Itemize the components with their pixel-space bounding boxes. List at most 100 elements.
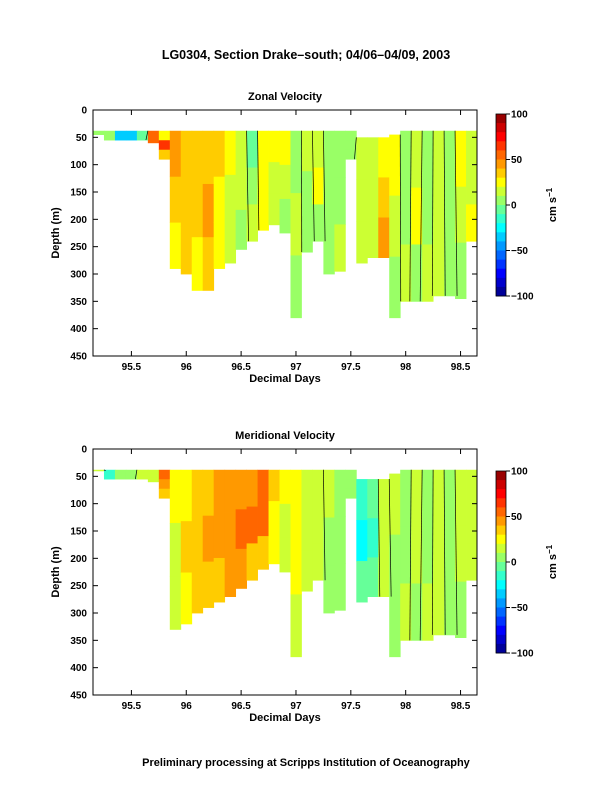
velocity-cell bbox=[433, 579, 445, 636]
colorbar-tick-label: −100 bbox=[511, 649, 534, 660]
data-field bbox=[93, 130, 478, 319]
colorbar-band bbox=[496, 250, 506, 260]
colorbar-band bbox=[496, 214, 506, 224]
velocity-cell bbox=[367, 177, 379, 218]
velocity-cell bbox=[345, 149, 357, 160]
velocity-cell bbox=[103, 472, 116, 477]
velocity-cell bbox=[169, 176, 182, 224]
panel-title: Zonal Velocity bbox=[248, 91, 323, 103]
velocity-cell bbox=[455, 581, 467, 638]
colorbar-band bbox=[496, 259, 506, 270]
panel-title: Meridional Velocity bbox=[235, 430, 336, 442]
velocity-cell bbox=[400, 469, 412, 528]
velocity-cell bbox=[345, 130, 357, 141]
y-tick-label: 150 bbox=[70, 527, 87, 538]
colorbar-band bbox=[496, 168, 506, 179]
velocity-cell bbox=[378, 177, 390, 218]
colorbar-band bbox=[496, 114, 506, 124]
colorbar-band bbox=[496, 616, 506, 627]
colorbar: 100 50 0 −50 −100 cm s−1 bbox=[495, 110, 559, 303]
velocity-cell bbox=[400, 244, 412, 302]
velocity-cell bbox=[312, 130, 324, 168]
velocity-cell bbox=[378, 479, 390, 519]
velocity-cell bbox=[213, 469, 226, 515]
velocity-cell bbox=[334, 177, 346, 225]
velocity-cell bbox=[345, 140, 357, 151]
velocity-cell bbox=[356, 221, 368, 264]
velocity-cell bbox=[356, 479, 368, 521]
velocity-cell bbox=[202, 515, 215, 563]
velocity-cell bbox=[257, 536, 269, 570]
velocity-cell bbox=[125, 133, 138, 138]
velocity-cell bbox=[389, 473, 401, 536]
colorbar-band bbox=[496, 241, 506, 251]
colorbar-band bbox=[496, 471, 506, 481]
velocity-cell bbox=[257, 130, 269, 165]
velocity-cell bbox=[312, 506, 324, 544]
x-tick-label: 97 bbox=[290, 701, 302, 712]
colorbar-band bbox=[496, 589, 506, 599]
contour-line bbox=[323, 469, 326, 581]
colorbar-tick-label: 100 bbox=[511, 110, 528, 121]
velocity-cell bbox=[290, 255, 302, 319]
velocity-cell bbox=[367, 557, 379, 597]
velocity-cell bbox=[389, 256, 401, 319]
velocity-cell bbox=[400, 583, 412, 641]
colorbar-band bbox=[496, 580, 506, 590]
velocity-cell bbox=[411, 469, 423, 528]
velocity-cell bbox=[422, 130, 434, 189]
colorbar-band bbox=[496, 607, 506, 617]
velocity-cell bbox=[103, 130, 116, 135]
y-tick-label: 250 bbox=[70, 581, 87, 592]
velocity-cell bbox=[279, 503, 291, 539]
velocity-cell bbox=[290, 130, 302, 194]
velocity-cell bbox=[103, 469, 116, 474]
colorbar-band bbox=[496, 625, 506, 636]
velocity-cell bbox=[389, 134, 401, 197]
velocity-cell bbox=[444, 130, 456, 187]
y-tick-label: 100 bbox=[70, 160, 87, 171]
colorbar-band bbox=[496, 195, 506, 206]
velocity-cell bbox=[279, 164, 291, 200]
velocity-cell bbox=[180, 226, 193, 275]
velocity-cell bbox=[136, 130, 149, 135]
velocity-cell bbox=[422, 526, 434, 584]
colorbar-band bbox=[496, 286, 506, 297]
contour-line bbox=[454, 469, 458, 635]
y-tick-label: 50 bbox=[76, 472, 88, 483]
velocity-cell bbox=[114, 136, 127, 141]
velocity-cell bbox=[433, 185, 445, 242]
velocity-cell bbox=[114, 472, 127, 477]
velocity-cell bbox=[345, 479, 357, 490]
contour-line bbox=[246, 130, 249, 242]
velocity-cell bbox=[301, 171, 313, 213]
velocity-cell bbox=[224, 554, 237, 597]
velocity-cell bbox=[268, 469, 280, 502]
velocity-cell bbox=[389, 195, 401, 258]
plot-frame bbox=[92, 109, 478, 357]
x-tick-label: 98 bbox=[400, 362, 412, 373]
contour-line bbox=[388, 479, 392, 597]
velocity-cell bbox=[268, 130, 280, 163]
velocity-cell bbox=[312, 204, 324, 242]
velocity-cell bbox=[466, 543, 478, 581]
colorbar-band bbox=[496, 186, 506, 197]
colorbar-band bbox=[496, 534, 506, 545]
velocity-cell bbox=[455, 242, 467, 299]
velocity-cell bbox=[356, 179, 368, 222]
colorbar-band bbox=[496, 177, 506, 188]
velocity-cell bbox=[224, 130, 237, 176]
velocity-cell bbox=[411, 244, 423, 302]
contour-line bbox=[145, 130, 149, 141]
velocity-cell bbox=[169, 576, 182, 630]
colorbar: 100 50 0 −50 −100 cm s−1 bbox=[495, 467, 559, 660]
velocity-cell bbox=[147, 473, 160, 479]
x-tick-label: 95.5 bbox=[122, 701, 142, 712]
y-tick-label: 0 bbox=[81, 445, 87, 456]
velocity-cell bbox=[268, 162, 280, 194]
colorbar-tick-label: −50 bbox=[511, 246, 528, 257]
colorbar-label: cm s−1 bbox=[545, 187, 559, 222]
velocity-cell bbox=[147, 477, 160, 483]
y-tick-label: 150 bbox=[70, 188, 87, 199]
colorbar-band bbox=[496, 159, 506, 169]
